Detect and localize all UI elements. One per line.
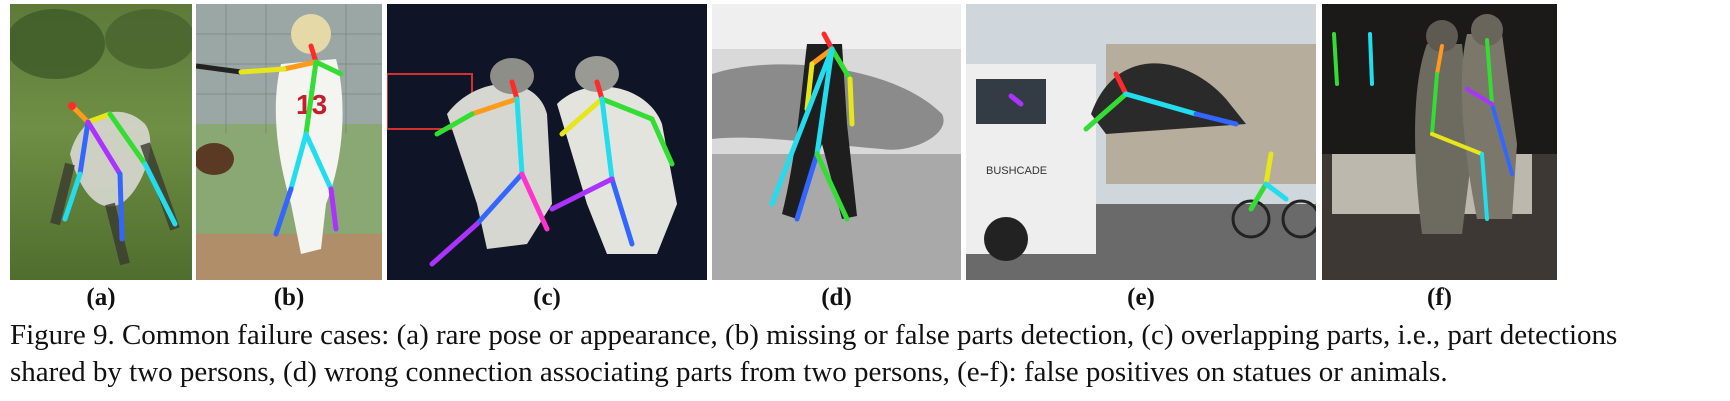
panel-c-label: (c) (533, 284, 561, 311)
panel-b-label: (b) (273, 284, 305, 311)
panel-c-image (387, 4, 707, 280)
panel-d-label: (d) (821, 284, 852, 311)
panel-d-image (712, 4, 961, 280)
svg-text:BUSHCADE: BUSHCADE (986, 165, 1047, 177)
caption-line-1: Figure 9. Common failure cases: (a) rare… (10, 319, 1618, 351)
panel-b-image: 13 (196, 4, 382, 280)
panel-a-label: (a) (86, 284, 116, 311)
panel-f-label: (f) (1427, 284, 1452, 311)
figure-caption: Figure 9. Common failure cases: (a) rare… (10, 317, 1722, 391)
panel-e-image: BUSHCADE (966, 4, 1316, 280)
panel-a-image (10, 4, 192, 280)
panel-f-image (1322, 4, 1557, 280)
panel-e-label: (e) (1127, 284, 1155, 311)
caption-line-2: shared by two persons, (d) wrong connect… (10, 356, 1448, 388)
